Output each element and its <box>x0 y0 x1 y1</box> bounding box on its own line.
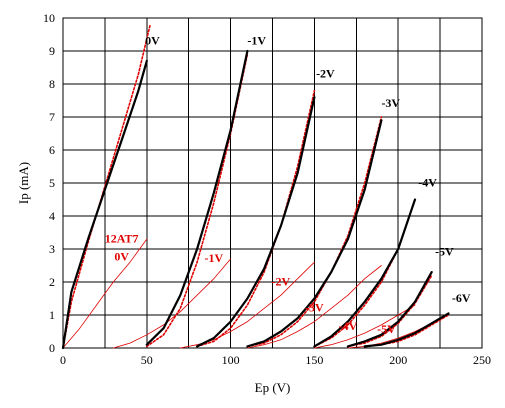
y-tick-label: 8 <box>49 77 55 91</box>
curve-thin-m4V <box>313 304 416 349</box>
y-axis-title: Ip (mA) <box>16 162 31 204</box>
curve-label: 12AT7 <box>105 231 139 245</box>
curve-dotted-m1V <box>146 53 249 348</box>
plot-frame <box>62 17 483 349</box>
curve-dotted-m2V <box>196 89 316 348</box>
curve-solid-0V <box>61 59 148 350</box>
y-tick-label: 5 <box>49 176 55 190</box>
x-tick-label: 0 <box>60 353 66 367</box>
curve-label: -1V <box>205 251 224 265</box>
curve-label: -5V <box>435 245 454 259</box>
tick-labels: 0 50 100 150 200 250 0 1 2 3 4 5 6 7 8 9 10 <box>43 11 491 367</box>
curve-solid-m4V <box>313 198 417 348</box>
curve-dotted-m3V <box>246 116 383 348</box>
curve-thin-0V <box>62 238 148 349</box>
curve-label: -4V <box>339 319 358 333</box>
curve-solid-m6V <box>363 312 450 348</box>
x-tick-label: 250 <box>473 353 491 367</box>
y-tick-label: 6 <box>49 143 55 157</box>
x-tick-label: 150 <box>305 353 323 367</box>
curve-labels: 0V -1V -2V -3V -4V -5V -6V 12AT7 0V -1V -2V -3V -4V -… <box>105 33 471 336</box>
x-axis-title: Ep (V) <box>255 380 291 395</box>
curve-label: -2V <box>272 274 291 288</box>
y-tick-label: 4 <box>49 209 55 223</box>
curve-label: -4V <box>418 175 437 189</box>
y-tick-label: 0 <box>49 341 55 355</box>
curve-label: -6V <box>452 291 471 305</box>
y-tick-label: 9 <box>49 44 55 58</box>
x-tick-label: 200 <box>389 353 407 367</box>
curve-solid-m2V <box>196 96 316 348</box>
y-tick-label: 10 <box>43 11 55 25</box>
y-tick-label: 7 <box>49 110 55 124</box>
curve-thin-m1V <box>112 258 232 349</box>
y-tick-label: 3 <box>49 242 55 256</box>
curve-label: -5V <box>377 322 396 336</box>
curve-label: 0V <box>145 33 160 47</box>
curve-thin-m5V <box>347 322 433 349</box>
curve-solid-m1V <box>145 49 249 346</box>
y-tick-label: 1 <box>49 308 55 322</box>
grid <box>62 17 483 349</box>
curve-thin-m3V <box>246 265 382 349</box>
y-tick-label: 2 <box>49 275 55 289</box>
curve-solid-m3V <box>246 119 383 348</box>
curve-label: -3V <box>305 301 324 315</box>
curves <box>61 23 450 350</box>
curve-solid-m5V <box>346 271 433 348</box>
x-tick-label: 50 <box>141 353 153 367</box>
curve-label: -1V <box>247 33 266 47</box>
curve-label: -2V <box>316 66 335 80</box>
x-tick-label: 100 <box>222 353 240 367</box>
curve-label: 0V <box>114 250 129 264</box>
curve-label: -3V <box>381 96 400 110</box>
